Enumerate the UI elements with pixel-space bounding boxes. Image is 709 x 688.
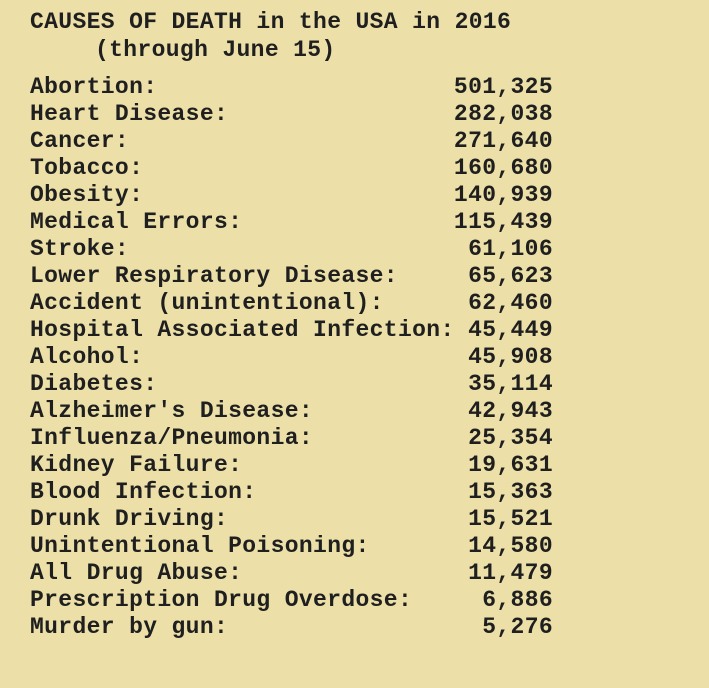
- cause-value: 61,106: [468, 236, 553, 262]
- table-row: Cancer: 271,640: [30, 128, 553, 155]
- title-spacer: [30, 64, 709, 74]
- table-row: Accident (unintentional): 62,460: [30, 290, 553, 317]
- cause-label: Blood Infection:: [30, 479, 257, 505]
- cause-label: Stroke:: [30, 236, 130, 262]
- table-row: Prescription Drug Overdose: 6,886: [30, 587, 553, 614]
- table-row: Blood Infection: 15,363: [30, 479, 553, 506]
- table-row: Stroke: 61,106: [30, 236, 553, 263]
- cause-label: Lower Respiratory Disease:: [30, 263, 398, 289]
- cause-label: Obesity:: [30, 182, 144, 208]
- table-row: Obesity: 140,939: [30, 182, 553, 209]
- cause-value: 35,114: [468, 371, 553, 397]
- cause-value: 65,623: [468, 263, 553, 289]
- cause-value: 62,460: [468, 290, 553, 316]
- cause-value: 45,908: [468, 344, 553, 370]
- table-row: Alzheimer's Disease: 42,943: [30, 398, 553, 425]
- table-row: Tobacco: 160,680: [30, 155, 553, 182]
- cause-label: Tobacco:: [30, 155, 144, 181]
- cause-label: Murder by gun:: [30, 614, 229, 640]
- cause-value: 160,680: [453, 155, 553, 181]
- cause-label: Drunk Driving:: [30, 506, 229, 532]
- table-row: Medical Errors: 115,439: [30, 209, 553, 236]
- cause-value: 140,939: [453, 182, 553, 208]
- table-row: Alcohol: 45,908: [30, 344, 553, 371]
- table-row: Hospital Associated Infection: 45,449: [30, 317, 553, 344]
- cause-label: Kidney Failure:: [30, 452, 243, 478]
- cause-value: 5,276: [482, 614, 553, 640]
- cause-value: 45,449: [468, 317, 553, 343]
- cause-label: Medical Errors:: [30, 209, 243, 235]
- cause-label: Influenza/Pneumonia:: [30, 425, 314, 451]
- table-row: Abortion: 501,325: [30, 74, 553, 101]
- table-row: Drunk Driving: 15,521: [30, 506, 553, 533]
- cause-value: 25,354: [468, 425, 553, 451]
- table-row: Kidney Failure: 19,631: [30, 452, 553, 479]
- causes-table: Abortion: 501,325 Heart Disease: 282,038 Can…: [30, 74, 553, 641]
- cause-label: Alcohol:: [30, 344, 144, 370]
- cause-label: All Drug Abuse:: [30, 560, 243, 586]
- cause-value: 19,631: [468, 452, 553, 478]
- table-row: Heart Disease: 282,038: [30, 101, 553, 128]
- cause-label: Hospital Associated Infection:: [30, 317, 455, 343]
- cause-label: Heart Disease:: [30, 101, 229, 127]
- cause-value: 271,640: [453, 128, 553, 154]
- cause-value: 282,038: [453, 101, 553, 127]
- cause-value: 115,439: [453, 209, 553, 235]
- cause-value: 6,886: [482, 587, 553, 613]
- cause-label: Prescription Drug Overdose:: [30, 587, 413, 613]
- table-row: All Drug Abuse: 11,479: [30, 560, 553, 587]
- table-row: Influenza/Pneumonia: 25,354: [30, 425, 553, 452]
- cause-label: Cancer:: [30, 128, 130, 154]
- cause-value: 14,580: [468, 533, 553, 559]
- page-subtitle: (through June 15): [95, 37, 336, 63]
- cause-value: 42,943: [468, 398, 553, 424]
- table-row: Lower Respiratory Disease: 65,623: [30, 263, 553, 290]
- cause-value: 15,363: [468, 479, 553, 505]
- page-title: CAUSES OF DEATH in the USA in 2016: [30, 9, 512, 35]
- cause-value: 11,479: [468, 560, 553, 586]
- table-row: Unintentional Poisoning: 14,580: [30, 533, 553, 560]
- cause-label: Diabetes:: [30, 371, 158, 397]
- table-row: Murder by gun: 5,276: [30, 614, 553, 641]
- cause-label: Alzheimer's Disease:: [30, 398, 314, 424]
- cause-value: 15,521: [468, 506, 553, 532]
- cause-value: 501,325: [453, 74, 553, 100]
- table-row: Diabetes: 35,114: [30, 371, 553, 398]
- cause-label: Abortion:: [30, 74, 158, 100]
- cause-label: Unintentional Poisoning:: [30, 533, 370, 559]
- cause-label: Accident (unintentional):: [30, 290, 384, 316]
